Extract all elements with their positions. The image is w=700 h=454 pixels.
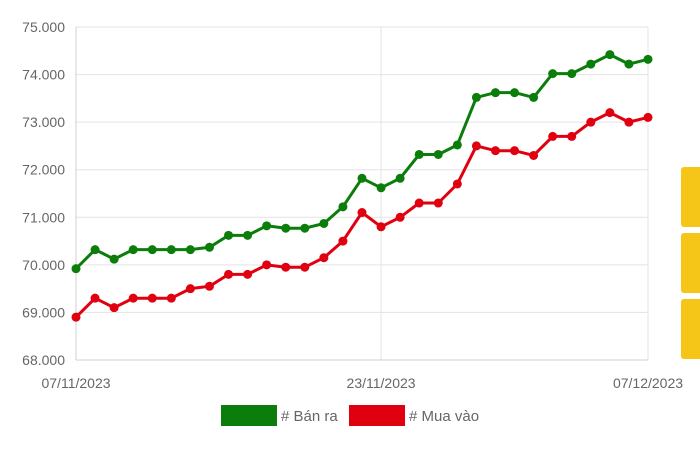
ban-ra-point xyxy=(357,173,367,183)
ban-ra-point xyxy=(281,223,291,233)
ban-ra-point xyxy=(490,88,500,98)
side-tab-2[interactable] xyxy=(681,233,700,293)
mua-vao-point xyxy=(605,108,615,118)
mua-vao-point xyxy=(109,303,119,313)
y-tick-label: 69.000 xyxy=(22,304,65,320)
series-line-ban-ra xyxy=(74,53,649,270)
ban-ra-point xyxy=(109,254,119,264)
mua-vao-point xyxy=(376,222,386,232)
mua-vao-point xyxy=(490,146,500,156)
ban-ra-point xyxy=(166,245,176,255)
mua-vao-point xyxy=(643,112,653,122)
ban-ra-point xyxy=(147,245,157,255)
mua-vao-point xyxy=(128,293,138,303)
y-tick-label: 73.000 xyxy=(22,114,65,130)
mua-vao-point xyxy=(510,146,520,156)
ban-ra-point xyxy=(605,50,615,60)
y-tick-label: 75.000 xyxy=(22,19,65,35)
mua-vao-point xyxy=(338,236,348,246)
mua-vao-point xyxy=(414,198,424,208)
ban-ra-point xyxy=(433,149,443,159)
mua-vao-point xyxy=(281,262,291,272)
mua-vao-point xyxy=(567,131,577,141)
x-tick-label: 07/11/2023 xyxy=(41,375,110,391)
mua-vao-point xyxy=(471,141,481,151)
mua-vao-point xyxy=(529,150,539,160)
y-tick-label: 74.000 xyxy=(22,67,65,83)
mua-vao-point xyxy=(185,284,195,294)
mua-vao-point xyxy=(433,198,443,208)
grid xyxy=(75,26,649,361)
mua-vao-point xyxy=(548,131,558,141)
legend-label-mua-vao: # Mua vào xyxy=(409,408,479,425)
ban-ra-point xyxy=(319,218,329,228)
ban-ra-point xyxy=(224,230,234,240)
ban-ra-point xyxy=(262,221,272,231)
ban-ra-point xyxy=(90,245,100,255)
mua-vao-point xyxy=(90,293,100,303)
series-layer xyxy=(71,50,653,322)
legend[interactable]: # Bán ra # Mua vào xyxy=(221,405,479,426)
mua-vao-point xyxy=(357,208,367,218)
ban-ra-point xyxy=(300,223,310,233)
ban-ra-point xyxy=(243,230,253,240)
ban-ra-point xyxy=(414,149,424,159)
mua-vao-point xyxy=(395,212,405,222)
ban-ra-point xyxy=(624,59,634,69)
side-tab-3[interactable] xyxy=(681,299,700,359)
mua-vao-point xyxy=(300,262,310,272)
legend-swatch-ban-ra xyxy=(221,405,277,426)
ban-ra-point xyxy=(510,88,520,98)
mua-vao-point xyxy=(319,253,329,263)
ban-ra-point xyxy=(204,242,214,252)
mua-vao-point xyxy=(71,312,81,322)
ban-ra-point xyxy=(338,202,348,212)
ban-ra-point xyxy=(395,173,405,183)
ban-ra-point xyxy=(376,183,386,193)
y-tick-label: 68.000 xyxy=(22,352,65,368)
ban-ra-point xyxy=(586,59,596,69)
mua-vao-point xyxy=(166,293,176,303)
ban-ra-point xyxy=(643,54,653,64)
ban-ra-point xyxy=(185,245,195,255)
mua-vao-point xyxy=(452,179,462,189)
mua-vao-point xyxy=(204,281,214,291)
ban-ra-point xyxy=(471,92,481,102)
y-tick-label: 70.000 xyxy=(22,257,65,273)
x-tick-label: 23/11/2023 xyxy=(347,375,416,391)
ban-ra-point xyxy=(452,140,462,150)
ban-ra-point xyxy=(529,92,539,102)
mua-vao-point xyxy=(586,117,596,127)
mua-vao-point xyxy=(224,269,234,279)
axes: 68.000 69.000 70.000 71.000 72.000 73.000 74.0… xyxy=(22,19,683,391)
mua-vao-point xyxy=(262,260,272,270)
side-tab-1[interactable] xyxy=(681,167,700,227)
ban-ra-point xyxy=(567,69,577,79)
mua-vao-point xyxy=(243,269,253,279)
legend-swatch-mua-vao xyxy=(349,405,405,426)
ban-ra-point xyxy=(548,69,558,79)
y-tick-label: 72.000 xyxy=(22,162,65,178)
mua-vao-point xyxy=(147,293,157,303)
y-tick-label: 71.000 xyxy=(22,209,65,225)
x-tick-label: 07/12/2023 xyxy=(613,375,683,391)
ban-ra-point xyxy=(128,245,138,255)
mua-vao-point xyxy=(624,117,634,127)
ban-ra-point xyxy=(71,264,81,274)
legend-label-ban-ra: # Bán ra xyxy=(281,408,338,425)
